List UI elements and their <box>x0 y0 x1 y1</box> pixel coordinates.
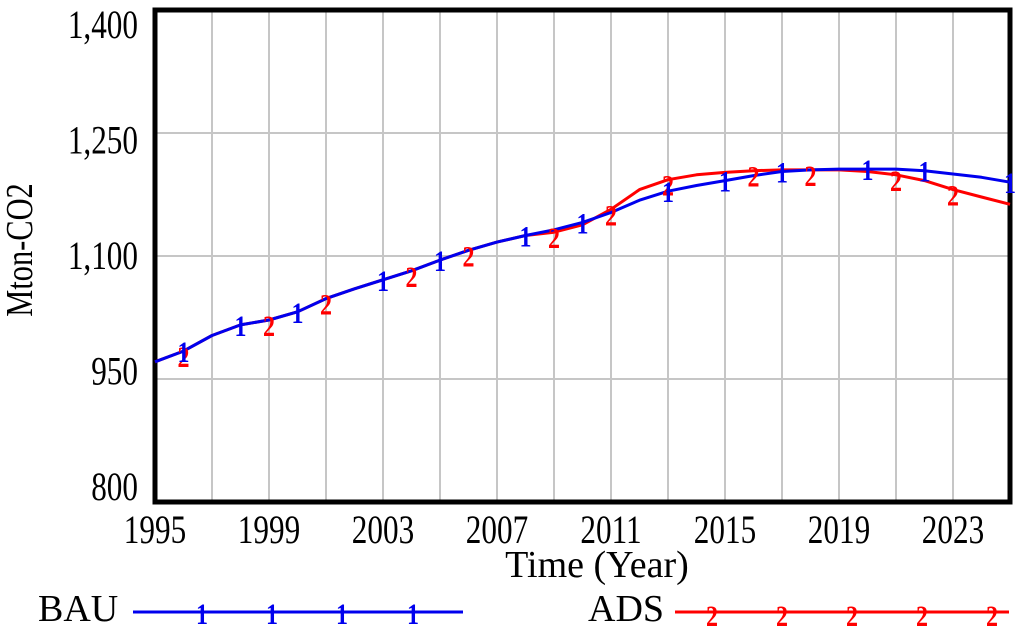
x-tick-label: 2023 <box>922 507 984 552</box>
series-line-ads <box>154 168 1011 364</box>
series-marker-ads: 2 <box>805 159 817 192</box>
series-marker-bau: 1 <box>919 155 931 188</box>
legend-marker-bau: 1 <box>196 597 208 628</box>
x-tick-label: 2007 <box>466 507 528 552</box>
series-marker-ads: 2 <box>406 260 418 293</box>
series-marker-ads: 2 <box>947 179 959 212</box>
series-marker-ads: 2 <box>320 288 332 321</box>
legend-label-ads: ADS <box>588 588 664 628</box>
series-line-bau <box>154 167 1011 364</box>
x-tick-label: 1995 <box>124 507 186 552</box>
x-tick-label: 2015 <box>694 507 756 552</box>
series-marker-bau: 1 <box>719 165 731 198</box>
y-tick-label: 1,250 <box>68 118 138 163</box>
series-marker-ads: 2 <box>548 222 560 255</box>
legend-marker-ads: 2 <box>776 599 788 628</box>
y-tick-label: 950 <box>91 349 138 394</box>
legend-marker-bau: 1 <box>336 597 348 628</box>
series-marker-ads: 2 <box>748 160 760 193</box>
series-marker-bau: 1 <box>178 336 190 369</box>
legend-marker-ads: 2 <box>986 599 998 628</box>
plot-frame <box>152 7 1013 505</box>
y-tick-label: 800 <box>91 465 138 510</box>
series-marker-bau: 1 <box>520 220 532 253</box>
x-tick-label: 1999 <box>238 507 300 552</box>
series-marker-bau: 1 <box>377 264 389 297</box>
series-marker-ads: 2 <box>662 169 674 202</box>
x-tick-label: 2003 <box>352 507 414 552</box>
legend-marker-bau: 1 <box>266 597 278 628</box>
series-marker-bau: 1 <box>434 245 446 278</box>
series-marker-ads: 2 <box>605 199 617 232</box>
x-tick-label: 2011 <box>580 507 641 552</box>
y-tick-label: 1,400 <box>68 2 138 47</box>
series-marker-ads: 2 <box>463 240 475 273</box>
legend-marker-ads: 2 <box>706 599 718 628</box>
series-marker-bau: 1 <box>1004 167 1016 200</box>
legend-marker-bau: 1 <box>407 597 419 628</box>
series-marker-bau: 1 <box>862 154 874 187</box>
series-marker-bau: 1 <box>662 176 674 209</box>
series-marker-ads: 2 <box>178 341 190 374</box>
series-marker-bau: 1 <box>776 156 788 189</box>
series-marker-bau: 1 <box>292 296 304 329</box>
y-axis-title: Mton-CO2 <box>0 183 41 316</box>
series-marker-ads: 2 <box>890 164 902 197</box>
series-marker-bau: 1 <box>577 207 589 240</box>
legend-marker-ads: 2 <box>916 599 928 628</box>
legend-marker-ads: 2 <box>846 599 858 628</box>
series-marker-ads: 2 <box>263 309 275 342</box>
x-axis-title: Time (Year) <box>505 544 689 586</box>
y-tick-label: 1,100 <box>68 233 138 278</box>
series-marker-bau: 1 <box>235 309 247 342</box>
x-tick-label: 2019 <box>808 507 870 552</box>
legend-label-bau: BAU <box>38 588 118 628</box>
